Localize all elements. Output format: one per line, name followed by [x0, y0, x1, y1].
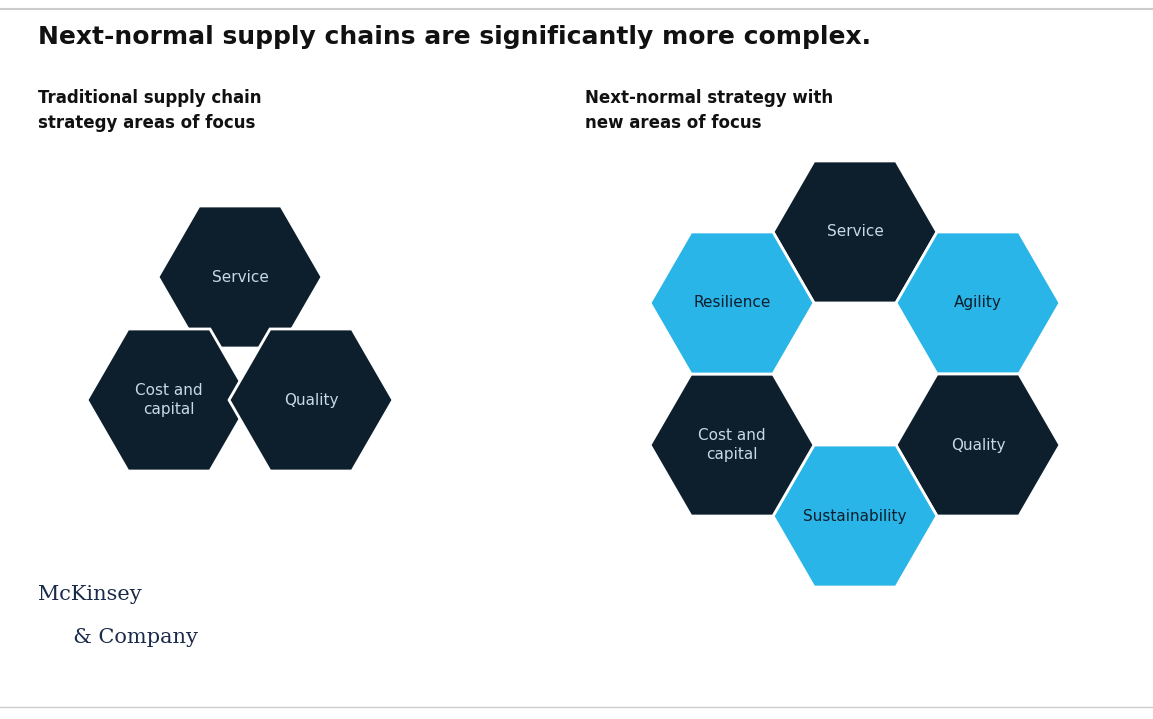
Text: Next-normal supply chains are significantly more complex.: Next-normal supply chains are significan… [38, 25, 871, 49]
Text: Service: Service [211, 270, 269, 285]
Polygon shape [896, 374, 1060, 516]
Polygon shape [773, 445, 937, 587]
Text: Sustainability: Sustainability [804, 508, 906, 523]
Text: Service: Service [827, 224, 883, 239]
Text: Traditional supply chain
strategy areas of focus: Traditional supply chain strategy areas … [38, 89, 262, 132]
Polygon shape [650, 374, 814, 516]
Polygon shape [650, 232, 814, 374]
Text: Cost and
capital: Cost and capital [699, 428, 766, 462]
Text: Quality: Quality [951, 438, 1005, 452]
Text: McKinsey: McKinsey [38, 585, 142, 604]
Text: & Company: & Company [60, 628, 198, 647]
Polygon shape [229, 329, 393, 471]
Text: Next-normal strategy with
new areas of focus: Next-normal strategy with new areas of f… [585, 89, 834, 132]
Text: Cost and
capital: Cost and capital [135, 383, 203, 418]
Polygon shape [773, 161, 937, 303]
Polygon shape [158, 206, 322, 348]
Text: Resilience: Resilience [693, 296, 770, 311]
Text: Agility: Agility [954, 296, 1002, 311]
Polygon shape [86, 329, 251, 471]
Polygon shape [896, 232, 1060, 374]
Polygon shape [199, 329, 352, 471]
Text: Quality: Quality [284, 393, 338, 408]
